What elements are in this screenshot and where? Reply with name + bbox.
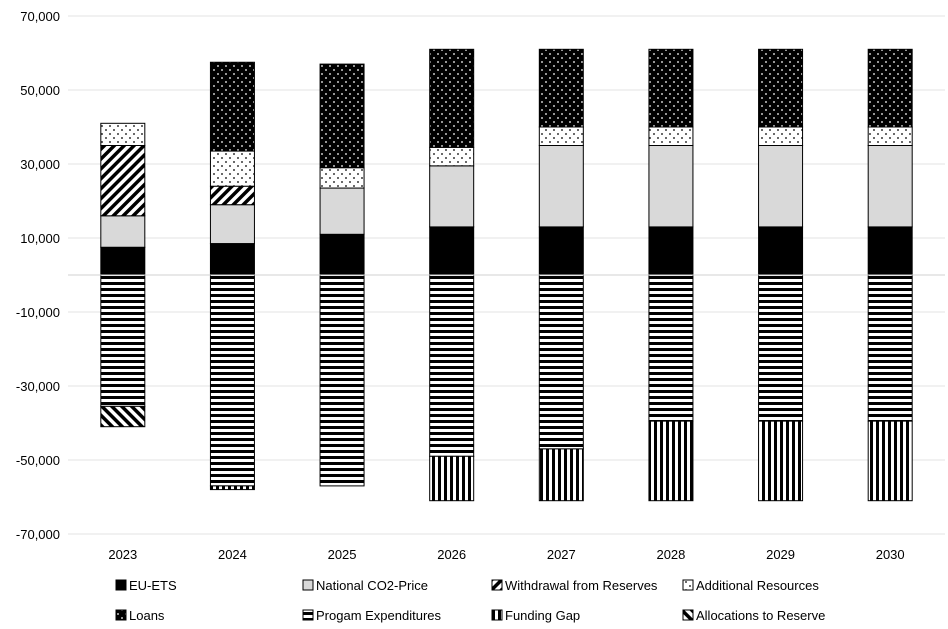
legend: EU-ETS National CO2-Price Withdrawal from …	[115, 578, 825, 623]
legend-label-funding-gap: Funding Gap	[505, 608, 580, 623]
y-tick-label: 70,000	[20, 9, 60, 24]
bar-loans-2024	[209, 61, 255, 152]
bar-national-co2-price-2027	[538, 145, 584, 228]
x-tick-label: 2027	[547, 547, 576, 562]
y-tick-label: 30,000	[20, 157, 60, 172]
bar-eu-ets-2027	[538, 226, 584, 276]
bar-funding-gap-2024	[209, 485, 255, 491]
x-tick-label: 2025	[328, 547, 357, 562]
bar-eu-ets-2024	[209, 243, 255, 276]
legend-label-withdrawal-from-reserves: Withdrawal from Reserves	[505, 578, 658, 593]
y-tick-label: -30,000	[16, 379, 60, 394]
legend-label-national-co2-price: National CO2-Price	[316, 578, 428, 593]
legend-swatch-loans	[115, 609, 127, 621]
bar-loans-2025	[319, 63, 365, 169]
legend-label-progam-expenditures: Progam Expenditures	[316, 608, 442, 623]
legend-swatch-allocations-to-reserve	[682, 609, 694, 621]
bar-loans-2027	[538, 48, 584, 128]
bar-eu-ets-2029	[758, 226, 804, 276]
bars	[100, 48, 913, 502]
bar-progam-expenditures-2027	[538, 274, 584, 450]
y-axis-ticks: 70,000 50,000 30,000 10,000 -10,000 -30,000 -5…	[16, 9, 60, 542]
legend-label-loans: Loans	[129, 608, 165, 623]
bar-funding-gap-2028	[648, 420, 694, 502]
legend-swatch-additional-resources	[682, 579, 694, 591]
bar-progam-expenditures-2025	[319, 274, 365, 487]
y-tick-label: 50,000	[20, 83, 60, 98]
bar-allocations-to-reserve-2023	[100, 405, 146, 428]
y-tick-label: -10,000	[16, 305, 60, 320]
legend-swatch-eu-ets	[115, 579, 127, 591]
legend-swatch-progam-expenditures	[302, 609, 314, 621]
bar-withdrawal-from-reserves-2024	[209, 185, 255, 206]
bar-additional-resources-2023	[100, 122, 146, 147]
bar-national-co2-price-2025	[319, 187, 365, 235]
bar-funding-gap-2026	[429, 455, 475, 502]
bar-progam-expenditures-2023	[100, 274, 146, 407]
bar-loans-2029	[758, 48, 804, 128]
bar-loans-2026	[429, 48, 475, 148]
bar-additional-resources-2029	[758, 126, 804, 146]
bar-national-co2-price-2024	[209, 204, 255, 245]
bar-national-co2-price-2029	[758, 145, 804, 228]
y-tick-label: -50,000	[16, 453, 60, 468]
bar-eu-ets-2030	[867, 226, 913, 276]
bar-additional-resources-2024	[209, 150, 255, 187]
legend-swatch-funding-gap	[491, 609, 503, 621]
x-tick-label: 2023	[108, 547, 137, 562]
bar-eu-ets-2023	[100, 246, 146, 276]
bar-funding-gap-2027	[538, 448, 584, 502]
bar-eu-ets-2028	[648, 226, 694, 276]
bar-progam-expenditures-2030	[867, 274, 913, 422]
bar-additional-resources-2030	[867, 126, 913, 146]
x-tick-label: 2026	[437, 547, 466, 562]
bar-progam-expenditures-2026	[429, 274, 475, 457]
bar-loans-2028	[648, 48, 694, 128]
bar-loans-2030	[867, 48, 913, 128]
bar-additional-resources-2027	[538, 126, 584, 146]
y-tick-label: -70,000	[16, 527, 60, 542]
bar-additional-resources-2025	[319, 167, 365, 189]
bar-additional-resources-2026	[429, 146, 475, 167]
x-tick-label: 2024	[218, 547, 247, 562]
bar-withdrawal-from-reserves-2023	[100, 145, 146, 217]
legend-label-additional-resources: Additional Resources	[696, 578, 819, 593]
bar-progam-expenditures-2029	[758, 274, 804, 422]
bar-eu-ets-2025	[319, 233, 365, 276]
bar-funding-gap-2030	[867, 420, 913, 502]
bar-additional-resources-2028	[648, 126, 694, 146]
legend-label-allocations-to-reserve: Allocations to Reserve	[696, 608, 825, 623]
bar-national-co2-price-2028	[648, 145, 694, 228]
legend-label-eu-ets: EU-ETS	[129, 578, 177, 593]
x-tick-label: 2030	[876, 547, 905, 562]
legend-swatch-national-co2-price	[302, 579, 314, 591]
bar-funding-gap-2029	[758, 420, 804, 502]
x-axis-ticks: 2023 2024 2025 2026 2027 2028 2029 2030	[108, 547, 904, 562]
x-tick-label: 2028	[656, 547, 685, 562]
y-tick-label: 10,000	[20, 231, 60, 246]
bar-national-co2-price-2023	[100, 215, 146, 248]
bar-progam-expenditures-2028	[648, 274, 694, 422]
bar-national-co2-price-2026	[429, 165, 475, 228]
bar-progam-expenditures-2024	[209, 274, 255, 487]
bar-national-co2-price-2030	[867, 145, 913, 228]
x-tick-label: 2029	[766, 547, 795, 562]
legend-swatch-withdrawal-from-reserves	[491, 579, 503, 591]
bar-eu-ets-2026	[429, 226, 475, 276]
